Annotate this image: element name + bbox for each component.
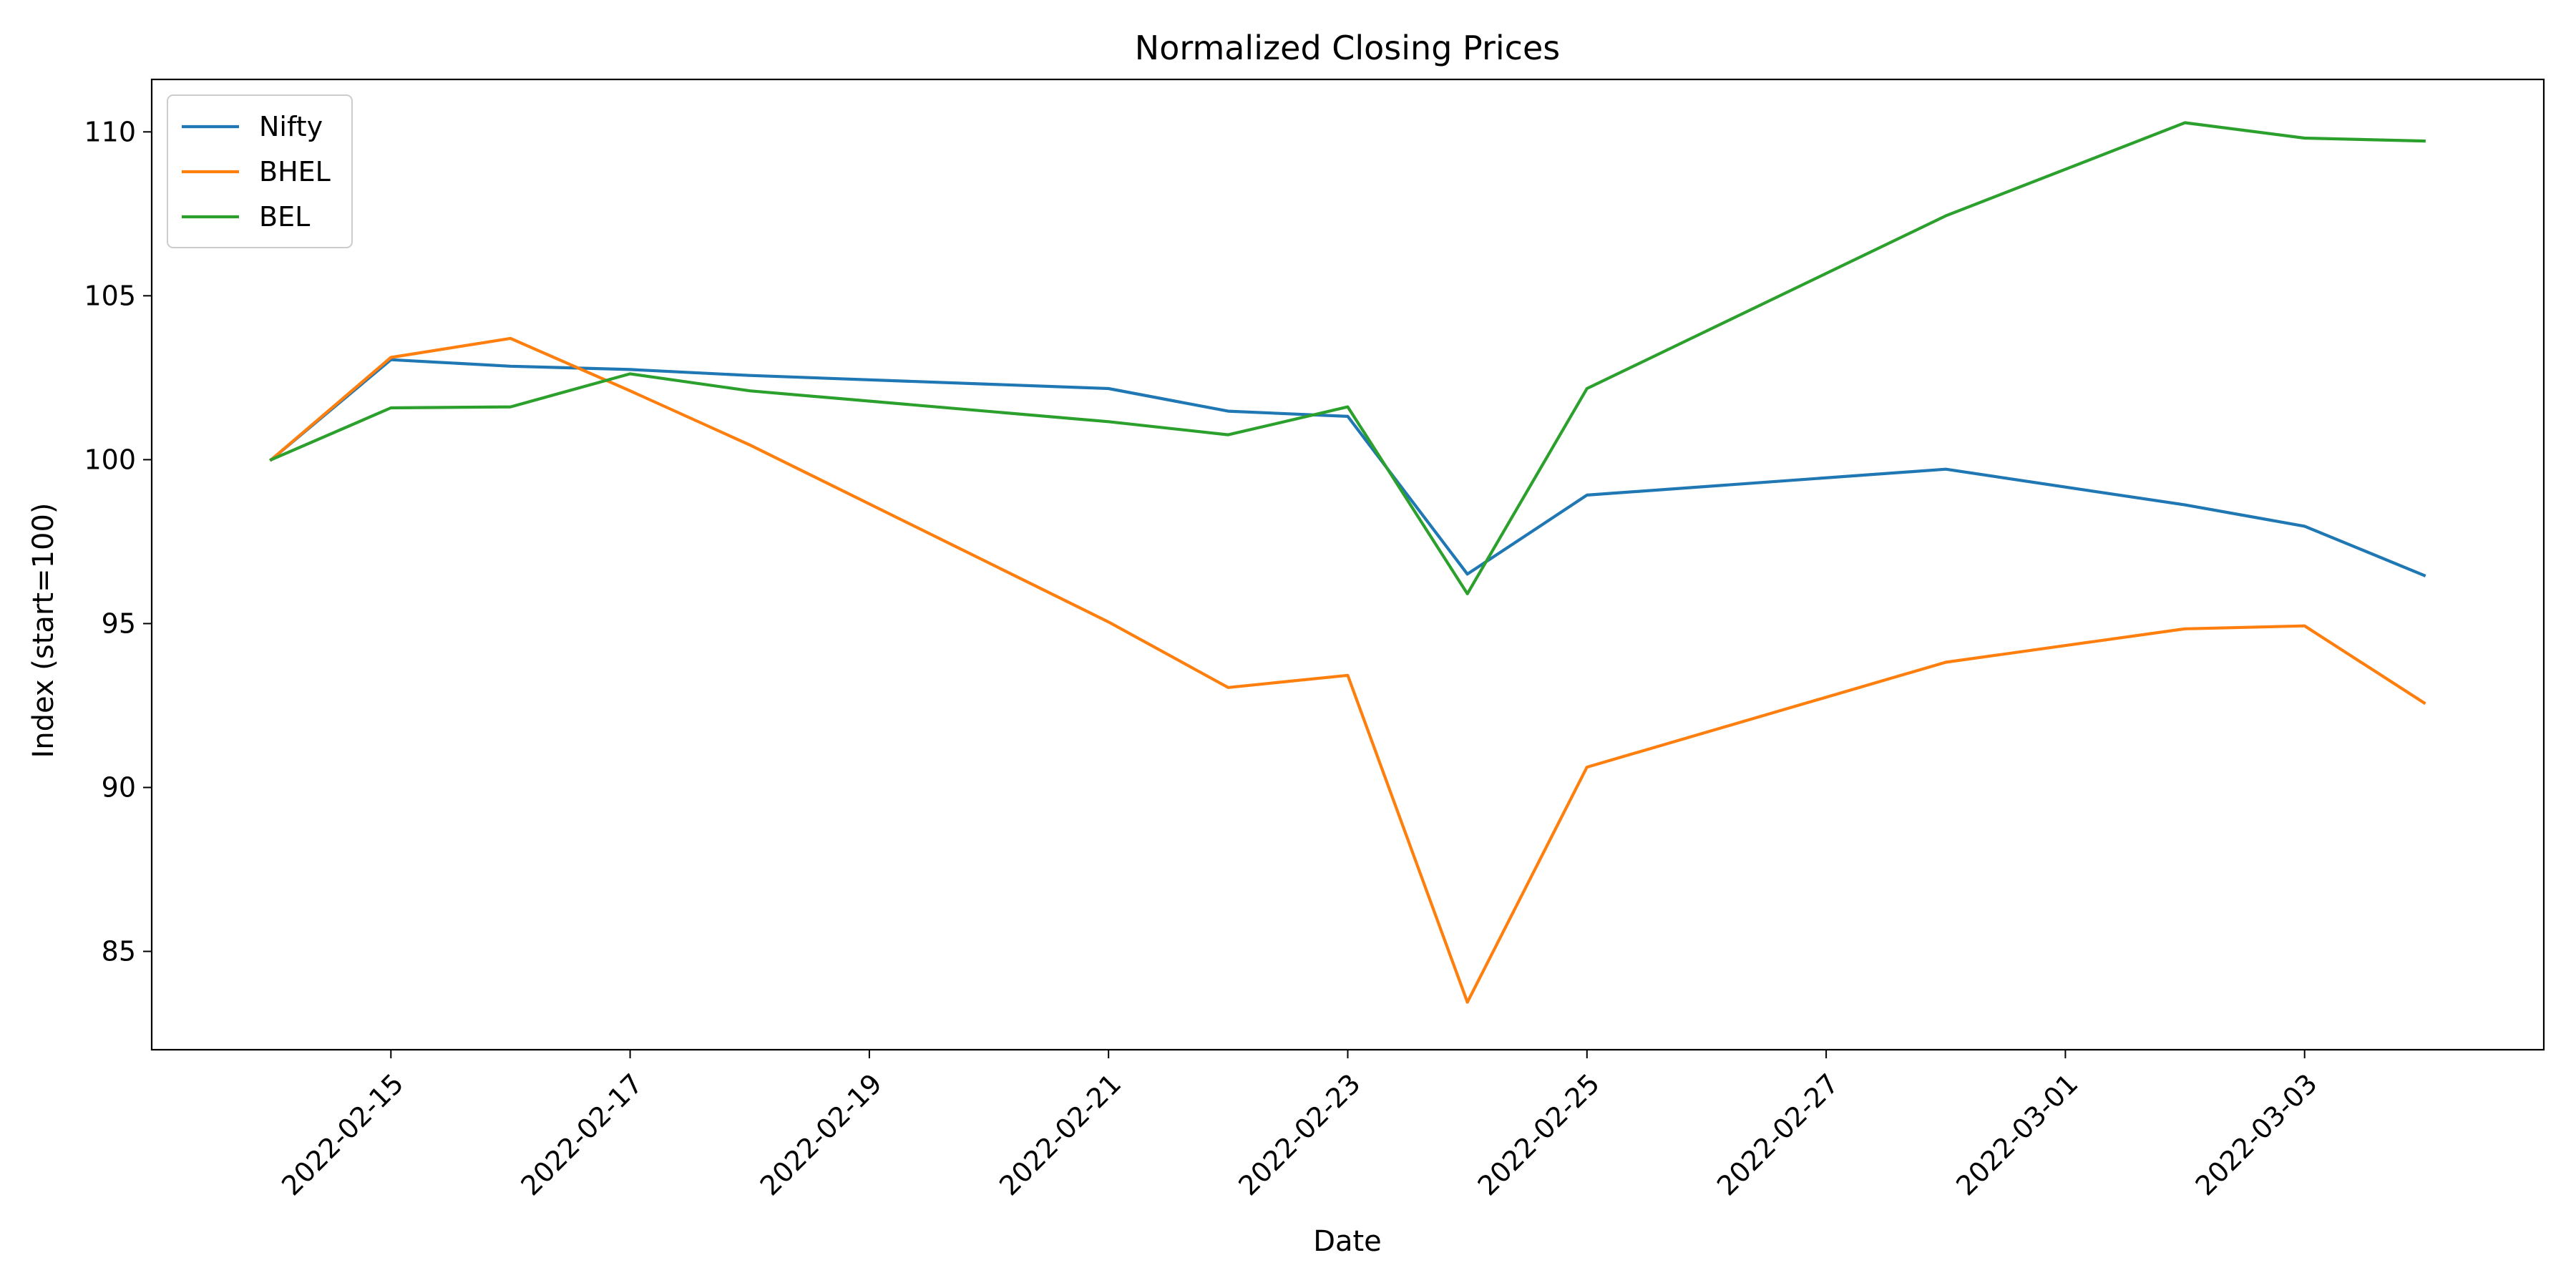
plot-area: [150, 78, 2545, 1051]
series-line-bel: [269, 121, 2426, 595]
x-tick-label: 2022-02-19: [754, 1068, 888, 1201]
legend-box: [167, 94, 353, 248]
x-tick-label: 2022-03-03: [2190, 1068, 2323, 1201]
x-axis: 2022-02-15 2022-02-17 2022-02-19 2022-02-21…: [275, 1050, 2323, 1201]
legend-label-bel: BEL: [259, 201, 310, 233]
x-tick-label: 2022-02-21: [993, 1068, 1127, 1201]
series-line-bhel: [269, 336, 2426, 1004]
x-axis-label: Date: [1313, 1225, 1382, 1258]
legend-label-bhel: BHEL: [259, 156, 331, 187]
x-tick-label: 2022-02-23: [1232, 1068, 1366, 1201]
x-tick-label: 2022-02-25: [1472, 1068, 1606, 1201]
y-tick-label: 95: [102, 608, 136, 639]
legend-label-nifty: Nifty: [259, 111, 323, 142]
x-tick-label: 2022-02-17: [514, 1068, 648, 1201]
y-tick-label: 110: [84, 116, 136, 147]
y-tick-label: 90: [102, 772, 136, 804]
y-axis: 85 90 95 100 105 110: [84, 116, 152, 967]
y-tick-label: 85: [102, 936, 136, 967]
x-tick-label: 2022-02-15: [275, 1068, 409, 1201]
x-tick-label: 2022-02-27: [1711, 1068, 1845, 1201]
y-tick-label: 100: [84, 444, 136, 475]
legend: Nifty BHEL BEL: [167, 94, 353, 248]
series-line-nifty: [269, 358, 2426, 577]
chart-title: Normalized Closing Prices: [1135, 29, 1560, 67]
y-tick-label: 105: [84, 280, 136, 311]
y-axis-label: Index (start=100): [27, 502, 60, 758]
x-tick-label: 2022-03-01: [1950, 1068, 2084, 1201]
plot-frame: [150, 78, 2545, 1051]
